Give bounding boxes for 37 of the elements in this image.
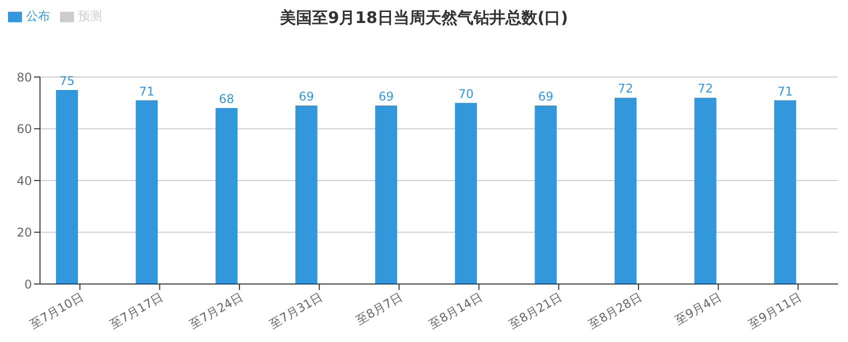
data-label: 70	[458, 86, 474, 101]
y-tick-label: 20	[16, 226, 32, 240]
chart-title: 美国至9月18日当周天然气钻井总数(口)	[280, 8, 568, 27]
x-tick-label: 至9月11日	[746, 290, 804, 332]
bar	[454, 102, 477, 284]
data-label: 68	[218, 92, 234, 106]
bar	[136, 100, 158, 284]
bar	[774, 100, 796, 284]
x-tick-label: 至7月17日	[107, 290, 166, 332]
y-tick-label: 0	[24, 277, 32, 292]
data-label: 71	[139, 84, 154, 98]
data-label: 71	[778, 84, 793, 98]
x-tick-label: 至7月24日	[187, 290, 246, 332]
data-label: 75	[59, 74, 75, 88]
data-label: 72	[698, 82, 713, 96]
x-tick-label: 至9月4日	[672, 290, 724, 328]
x-tick-label: 至8月14日	[426, 290, 485, 332]
bar	[614, 98, 637, 284]
bar	[375, 105, 398, 284]
y-tick-label: 40	[16, 174, 32, 188]
y-tick-label: 80	[16, 70, 32, 84]
y-tick-label: 60	[16, 122, 32, 136]
data-label: 72	[618, 82, 634, 96]
x-tick-label: 至7月10日	[28, 290, 86, 332]
data-label: 69	[538, 89, 554, 104]
x-tick-label: 至7月31日	[267, 290, 326, 332]
data-label: 69	[298, 89, 314, 104]
x-tick-label: 至8月21日	[506, 290, 564, 332]
data-label: 69	[378, 89, 394, 104]
x-tick-label: 至8月28日	[586, 290, 644, 332]
bar	[694, 98, 716, 284]
bar	[295, 105, 318, 284]
bar	[534, 105, 557, 284]
x-tick-label: 至8月7日	[353, 290, 405, 328]
bar	[216, 108, 238, 284]
bar	[56, 90, 78, 284]
legend-label: 公布	[26, 9, 50, 23]
